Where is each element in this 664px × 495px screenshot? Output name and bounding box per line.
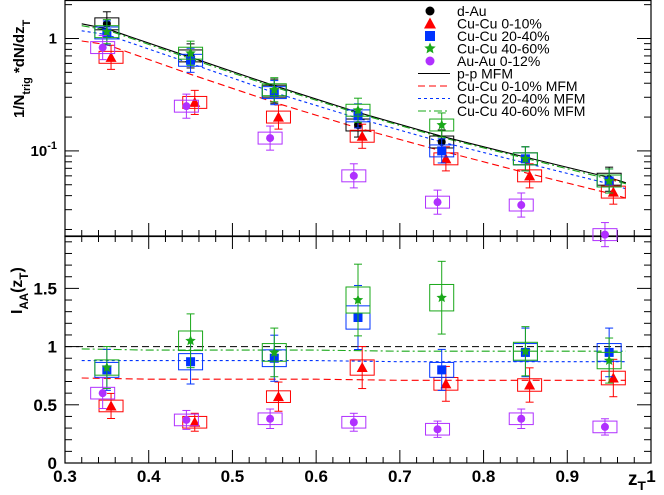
bottom-point-au-au-0-12 (600, 422, 609, 431)
bottom-point-cu-cu-40-60 (352, 294, 364, 305)
bottom-point-cu-cu-40-60 (185, 335, 196, 346)
bottom-point-cu-cu-40-60 (101, 362, 113, 372)
bottom-y-tick-label: 1 (48, 338, 57, 357)
legend-label-cu-cu-20-40: Cu-Cu 20-40% (457, 28, 550, 44)
top-point-cu-cu-40-60 (185, 47, 196, 58)
top-y-tick-label: 10-1 (31, 140, 57, 160)
x-axis-title: zT (628, 469, 647, 490)
x-tick-label: 1 (646, 467, 655, 486)
bottom-point-cu-cu-0-10 (607, 372, 619, 383)
top-point-cu-cu-0-10 (440, 153, 452, 164)
bottom-point-au-au-0-12 (349, 418, 358, 427)
bottom-point-cu-cu-0-10 (189, 416, 201, 427)
top-point-au-au-0-12 (433, 198, 442, 207)
bottom-point-cu-cu-0-10 (440, 378, 452, 389)
legend-label-cu-cu-40-60: Cu-Cu 40-60% (457, 41, 550, 57)
bottom-curve-cu-cu-40-60-mfm (81, 348, 626, 352)
legend-marker-d-au (425, 6, 435, 16)
bottom-y-tick-label: 0.5 (33, 396, 57, 415)
x-tick-label: 0.5 (221, 467, 245, 486)
x-tick-label: 0.7 (388, 467, 412, 486)
bottom-point-cu-cu-0-10 (105, 400, 117, 411)
x-tick-label: 0.6 (304, 467, 328, 486)
bottom-point-cu-cu-40-60 (269, 346, 280, 357)
top-point-cu-cu-40-60 (603, 175, 615, 186)
top-point-cu-cu-40-60 (269, 84, 280, 95)
top-point-cu-cu-0-10 (356, 130, 368, 141)
x-tick-label: 0.3 (53, 467, 77, 486)
legend-label-cu-cu-0-10: Cu-Cu 0-10% (457, 16, 542, 32)
bottom-point-au-au-0-12 (433, 425, 442, 434)
legend-label-d-au: d-Au (457, 3, 487, 19)
top-point-cu-cu-40-60 (436, 119, 447, 130)
legend-label-cu-cu-40-60-mfm: Cu-Cu 40-60% MFM (457, 103, 585, 119)
top-point-au-au-0-12 (349, 171, 358, 180)
x-tick-label: 0.4 (137, 467, 161, 486)
bottom-panel-frame (64, 235, 652, 464)
bottom-point-au-au-0-12 (266, 414, 275, 423)
top-point-cu-cu-0-10 (105, 51, 117, 62)
legend-label-cu-cu-20-40-mfm: Cu-Cu 20-40% MFM (457, 91, 585, 107)
bottom-point-cu-cu-0-10 (356, 362, 368, 373)
legend-marker-cu-cu-0-10 (424, 17, 436, 29)
bottom-y-tick-label: 1.5 (33, 279, 57, 298)
legend-marker-cu-cu-40-60 (424, 42, 436, 54)
bottom-y-axis-title: IAA(zT) (9, 267, 31, 314)
x-tick-label: 0.9 (555, 467, 579, 486)
bottom-point-cu-cu-40-60 (520, 345, 531, 356)
x-tick-label: 0.8 (472, 467, 496, 486)
top-point-au-au-0-12 (600, 230, 609, 239)
bottom-curve-cu-cu-0-10-mfm (81, 377, 626, 381)
top-point-cu-cu-40-60 (101, 26, 113, 37)
bottom-curve-cu-cu-20-40-mfm (81, 360, 626, 363)
top-point-cu-cu-0-10 (607, 186, 619, 197)
top-point-cu-cu-0-10 (189, 96, 201, 107)
bottom-point-cu-cu-0-10 (272, 391, 284, 402)
top-point-au-au-0-12 (182, 102, 191, 111)
top-point-cu-cu-20-40 (437, 146, 447, 156)
top-point-au-au-0-12 (517, 201, 526, 210)
legend-marker-au-au-0-12 (425, 56, 435, 66)
top-point-cu-cu-40-60 (352, 104, 364, 115)
bottom-point-cu-cu-0-10 (524, 379, 536, 390)
top-point-cu-cu-0-10 (524, 170, 536, 181)
bottom-point-au-au-0-12 (98, 389, 107, 398)
legend-marker-cu-cu-20-40 (425, 31, 435, 41)
bottom-point-cu-cu-20-40 (437, 365, 447, 375)
legend-label-cu-cu-0-10-mfm: Cu-Cu 0-10% MFM (457, 78, 578, 94)
bottom-point-au-au-0-12 (517, 414, 526, 423)
legend-label-au-au-0-12: Au-Au 0-12% (457, 53, 540, 69)
top-y-axis-title: 1/Ntrig *dN/dzT (11, 19, 33, 118)
top-point-cu-cu-0-10 (272, 111, 284, 122)
top-point-cu-cu-40-60 (520, 153, 531, 164)
top-point-au-au-0-12 (98, 43, 107, 52)
top-point-au-au-0-12 (266, 134, 275, 143)
legend-label-p-p-mfm: p-p MFM (457, 66, 513, 82)
top-y-tick-label: 1 (49, 30, 57, 47)
bottom-point-cu-cu-40-60 (436, 292, 447, 303)
bottom-point-au-au-0-12 (182, 415, 191, 424)
bottom-y-tick-label: 0 (48, 454, 57, 473)
bottom-point-cu-cu-40-60 (603, 355, 615, 365)
